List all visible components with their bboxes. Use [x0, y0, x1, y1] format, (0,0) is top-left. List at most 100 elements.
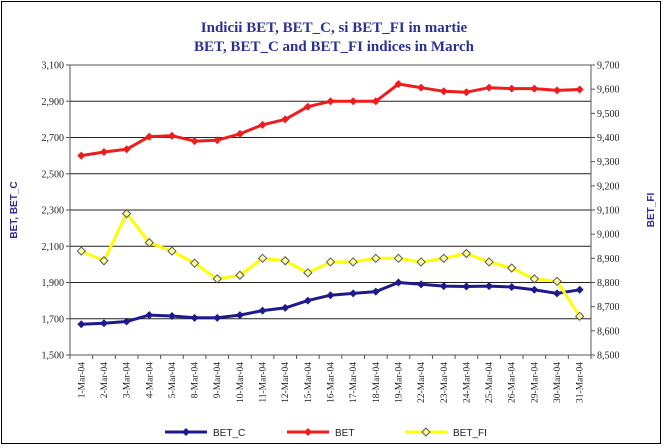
x-tick-label: 30-Mar-04 — [553, 362, 563, 403]
right-tick-label: 9,600 — [597, 85, 620, 96]
data-point-bet-c — [507, 283, 516, 292]
data-point-bet-fi — [529, 274, 540, 284]
data-point-bet-fi — [484, 257, 494, 267]
x-tick-label: 24-Mar-04 — [462, 362, 472, 403]
x-tick-label: 17-Mar-04 — [349, 362, 359, 403]
right-tick-label: 9,200 — [597, 181, 620, 192]
legend-item-bet: BET — [287, 428, 354, 439]
data-point-bet-fi — [303, 268, 313, 278]
x-axis-ticks: 1-Mar-04 2-Mar-04 3-Mar-04 4-Mar-04 5-Mar-04… — [69, 355, 592, 403]
data-point-bet — [349, 97, 358, 106]
legend-marker-bet-fi — [421, 427, 431, 437]
data-point-bet-c — [167, 312, 176, 321]
right-axis-title: BET_FI — [646, 193, 657, 228]
data-point-bet-fi — [574, 311, 585, 322]
data-point-bet-fi — [371, 253, 381, 264]
data-point-bet-c — [371, 287, 380, 296]
data-point-bet — [462, 88, 471, 97]
left-tick-label: 1,700 — [42, 314, 65, 325]
data-point-bet — [394, 80, 403, 89]
left-tick-label: 2,300 — [42, 206, 65, 217]
x-tick-label: 31-Mar-04 — [576, 362, 586, 403]
left-tick-label: 1,900 — [42, 278, 65, 289]
chart-title-line-1: Indicii BET, BET_C, si BET_FI in martie — [201, 20, 468, 36]
right-tick-label: 9,700 — [597, 61, 620, 72]
data-point-bet-c — [553, 289, 562, 298]
x-tick-label: 19-Mar-04 — [394, 362, 404, 403]
legend-label-bet: BET — [335, 428, 354, 439]
x-tick-label: 10-Mar-04 — [236, 362, 246, 403]
right-tick-label: 9,000 — [597, 230, 620, 241]
legend-label-bet-c: BET_C — [213, 428, 245, 439]
data-point-bet — [553, 86, 562, 95]
data-point-bet-fi — [189, 258, 200, 268]
data-point-bet-c — [462, 282, 471, 291]
data-point-bet — [122, 145, 131, 154]
data-point-bet-c — [99, 319, 108, 328]
x-tick-label: 26-Mar-04 — [508, 362, 518, 403]
data-point-bet-c — [258, 306, 267, 315]
data-point-bet-fi — [99, 256, 109, 266]
data-point-bet — [99, 148, 108, 156]
left-axis-title: BET, BET_C — [9, 181, 20, 238]
data-point-bet — [371, 97, 380, 106]
data-point-bet-c — [349, 289, 358, 298]
data-point-bet-fi — [167, 246, 177, 256]
right-axis-ticks: 8,500 8,600 8,700 8,800 8,900 9,000 9,100 9,200… — [591, 61, 620, 362]
right-tick-label: 8,800 — [597, 278, 620, 289]
data-point-bet — [77, 151, 86, 160]
data-point-bet-c — [303, 296, 312, 305]
series-bet-fi — [76, 208, 585, 322]
series-line-bet — [81, 82, 580, 158]
data-point-bet-fi — [76, 246, 87, 256]
x-tick-label: 1-Mar-04 — [77, 362, 87, 398]
x-tick-label: 3-Mar-04 — [123, 362, 133, 398]
series-bet-c — [77, 278, 584, 329]
legend-item-bet-c: BET_C — [165, 428, 245, 439]
data-point-bet-fi — [393, 253, 404, 264]
legend: BET_C BET BET_FI — [165, 427, 487, 439]
data-point-bet — [213, 136, 222, 145]
left-tick-label: 1,500 — [42, 351, 65, 362]
legend-label-bet-fi: BET_FI — [453, 428, 487, 439]
data-point-bet-fi — [348, 257, 358, 267]
x-tick-label: 12-Mar-04 — [281, 362, 291, 403]
data-point-bet-fi — [235, 270, 245, 280]
data-point-bet — [530, 84, 539, 93]
x-tick-label: 8-Mar-04 — [191, 362, 201, 398]
right-tick-label: 8,700 — [597, 302, 620, 313]
right-tick-label: 8,600 — [597, 326, 620, 337]
data-point-bet — [258, 120, 267, 129]
right-tick-label: 9,400 — [597, 133, 620, 144]
x-tick-label: 9-Mar-04 — [213, 362, 223, 398]
legend-marker-bet-c — [182, 428, 190, 436]
left-tick-label: 2,900 — [42, 97, 65, 108]
data-point-bet-fi — [325, 257, 336, 267]
data-point-bet-fi — [212, 274, 222, 284]
legend-marker-bet — [304, 428, 312, 436]
series-layer — [76, 80, 585, 329]
data-point-bet — [235, 129, 244, 138]
series-bet — [77, 80, 584, 160]
data-point-bet — [417, 83, 426, 92]
x-tick-label: 4-Mar-04 — [145, 362, 155, 398]
data-point-bet-c — [530, 285, 539, 294]
right-tick-label: 9,300 — [597, 157, 620, 168]
data-point-bet-c — [190, 313, 199, 322]
x-tick-label: 11-Mar-04 — [259, 362, 269, 403]
data-point-bet-c — [77, 320, 86, 329]
left-tick-label: 3,100 — [42, 61, 65, 72]
x-tick-label: 25-Mar-04 — [485, 362, 495, 403]
data-point-bet — [439, 87, 448, 96]
data-point-bet-c — [281, 303, 290, 312]
data-point-bet-c — [394, 278, 403, 287]
series-line-bet-c — [81, 281, 580, 326]
legend-item-bet-fi: BET_FI — [405, 427, 487, 439]
data-point-bet-c — [213, 313, 222, 322]
left-tick-label: 2,100 — [42, 242, 65, 253]
data-point-bet-fi — [416, 257, 426, 267]
right-tick-label: 9,100 — [597, 206, 620, 217]
gridlines — [70, 64, 591, 356]
data-point-bet-c — [145, 311, 154, 320]
